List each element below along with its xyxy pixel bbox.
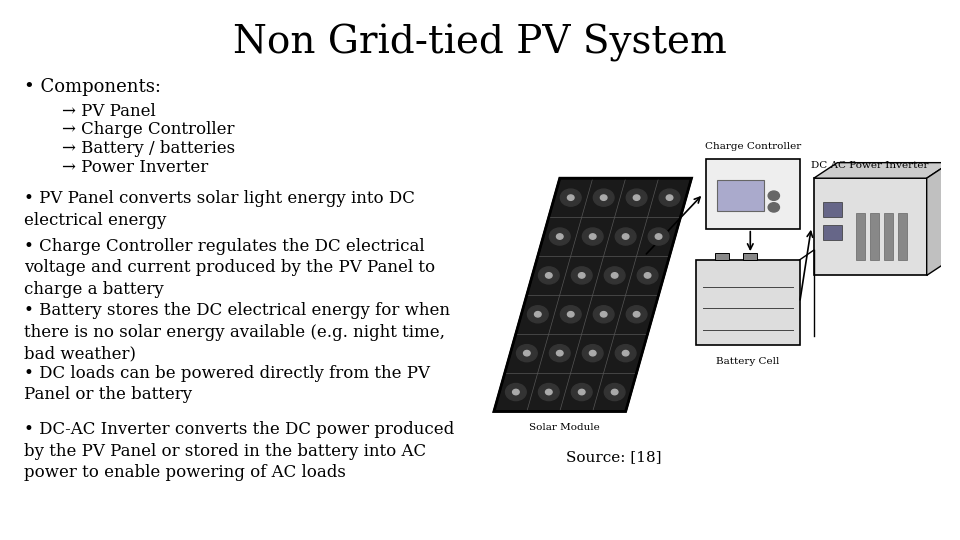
Circle shape — [615, 228, 636, 245]
Circle shape — [634, 195, 640, 200]
Circle shape — [557, 350, 564, 356]
Circle shape — [660, 189, 680, 206]
Bar — [696, 260, 800, 346]
Circle shape — [579, 389, 585, 395]
Circle shape — [523, 350, 530, 356]
Circle shape — [539, 267, 559, 284]
Text: • Components:: • Components: — [24, 78, 161, 96]
Circle shape — [612, 273, 618, 278]
Circle shape — [768, 202, 780, 212]
Circle shape — [561, 306, 581, 323]
Bar — [717, 180, 764, 211]
Text: → PV Panel: → PV Panel — [62, 103, 156, 119]
Circle shape — [593, 306, 614, 323]
Circle shape — [567, 195, 574, 200]
Circle shape — [637, 267, 658, 284]
Circle shape — [634, 312, 640, 317]
Circle shape — [648, 228, 669, 245]
Text: Battery Cell: Battery Cell — [716, 357, 780, 366]
Circle shape — [666, 195, 673, 200]
Circle shape — [545, 389, 552, 395]
Circle shape — [506, 383, 526, 401]
Text: Non Grid-tied PV System: Non Grid-tied PV System — [233, 24, 727, 62]
Polygon shape — [493, 178, 691, 411]
Circle shape — [593, 189, 614, 206]
Circle shape — [513, 389, 519, 395]
Circle shape — [516, 345, 538, 362]
Circle shape — [626, 306, 647, 323]
Polygon shape — [814, 163, 950, 178]
Text: Charge Controller: Charge Controller — [705, 142, 801, 151]
Circle shape — [626, 189, 647, 206]
Circle shape — [549, 228, 570, 245]
Bar — [856, 213, 865, 260]
Bar — [715, 253, 730, 260]
Bar — [743, 253, 757, 260]
Text: → Power Inverter: → Power Inverter — [62, 159, 208, 176]
Circle shape — [589, 350, 596, 356]
Circle shape — [604, 383, 625, 401]
Circle shape — [527, 306, 548, 323]
Circle shape — [589, 234, 596, 239]
Circle shape — [583, 345, 603, 362]
Circle shape — [579, 273, 585, 278]
Circle shape — [571, 267, 592, 284]
Circle shape — [549, 345, 570, 362]
Text: • DC-AC Inverter converts the DC power produced
by the PV Panel or stored in the: • DC-AC Inverter converts the DC power p… — [24, 421, 454, 481]
Text: Solar Module: Solar Module — [529, 423, 600, 432]
Text: • Charge Controller regulates the DC electrical
voltage and current produced by : • Charge Controller regulates the DC ele… — [24, 238, 435, 298]
Circle shape — [768, 191, 780, 200]
Text: • DC loads can be powered directly from the PV
Panel or the battery: • DC loads can be powered directly from … — [24, 364, 430, 403]
Circle shape — [583, 228, 603, 245]
Bar — [824, 225, 842, 240]
Circle shape — [539, 383, 559, 401]
Bar — [824, 201, 842, 217]
Circle shape — [535, 312, 541, 317]
Text: → Charge Controller: → Charge Controller — [62, 122, 235, 138]
Text: DC AC Power Inverter: DC AC Power Inverter — [811, 161, 929, 171]
Circle shape — [600, 195, 607, 200]
Circle shape — [561, 189, 581, 206]
Bar — [884, 213, 893, 260]
Circle shape — [622, 350, 629, 356]
Bar — [899, 213, 907, 260]
Circle shape — [615, 345, 636, 362]
Circle shape — [644, 273, 651, 278]
Text: • Battery stores the DC electrical energy for when
there is no solar energy avai: • Battery stores the DC electrical energ… — [24, 302, 450, 362]
Text: • PV Panel converts solar light energy into DC
electrical energy: • PV Panel converts solar light energy i… — [24, 190, 415, 228]
Bar — [814, 178, 926, 275]
Circle shape — [571, 383, 592, 401]
Circle shape — [604, 267, 625, 284]
Bar — [870, 213, 878, 260]
Polygon shape — [926, 163, 950, 275]
Circle shape — [622, 234, 629, 239]
Circle shape — [567, 312, 574, 317]
Text: Source: [18]: Source: [18] — [566, 450, 661, 464]
Circle shape — [612, 389, 618, 395]
Circle shape — [656, 234, 661, 239]
Circle shape — [545, 273, 552, 278]
Circle shape — [600, 312, 607, 317]
Bar — [706, 159, 800, 229]
Circle shape — [557, 234, 564, 239]
Text: → Battery / batteries: → Battery / batteries — [62, 140, 235, 157]
